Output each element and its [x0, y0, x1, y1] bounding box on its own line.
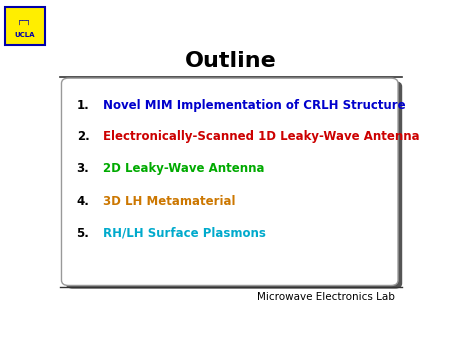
Text: Microwave Electronics Lab: Microwave Electronics Lab — [256, 292, 395, 302]
Text: 3.: 3. — [76, 163, 90, 176]
FancyBboxPatch shape — [62, 78, 398, 285]
Text: 1.: 1. — [76, 98, 90, 111]
Text: UCLA: UCLA — [14, 32, 35, 38]
Text: 2D Leaky-Wave Antenna: 2D Leaky-Wave Antenna — [104, 163, 265, 176]
Text: Outline: Outline — [185, 51, 276, 71]
FancyBboxPatch shape — [66, 81, 402, 288]
Text: Novel MIM Implementation of CRLH Structure: Novel MIM Implementation of CRLH Structu… — [104, 98, 406, 111]
Text: 4.: 4. — [76, 195, 90, 208]
Text: ┌─┐: ┌─┐ — [17, 15, 32, 25]
Text: RH/LH Surface Plasmons: RH/LH Surface Plasmons — [104, 227, 266, 240]
Text: Electronically-Scanned 1D Leaky-Wave Antenna: Electronically-Scanned 1D Leaky-Wave Ant… — [104, 130, 420, 143]
Text: 5.: 5. — [76, 227, 90, 240]
Text: 3D LH Metamaterial: 3D LH Metamaterial — [104, 195, 236, 208]
Text: 2.: 2. — [76, 130, 90, 143]
